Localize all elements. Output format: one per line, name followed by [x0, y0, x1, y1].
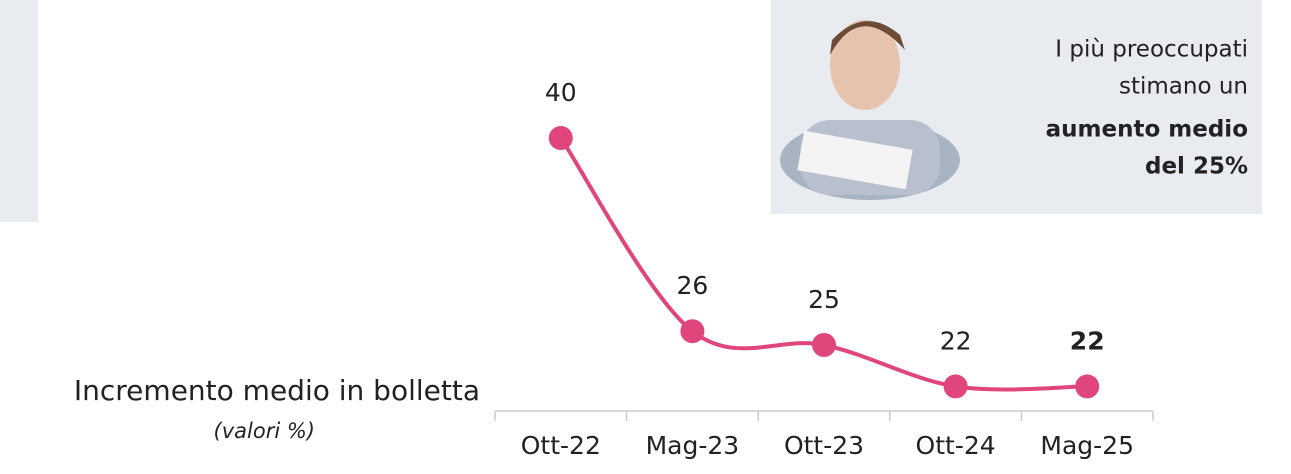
marker — [943, 374, 968, 399]
axis-sublabel: (valori %) — [214, 419, 315, 443]
marker — [812, 333, 836, 357]
x-tick-label: Ott-23 — [784, 431, 864, 460]
callout-text: aumento medio — [1046, 117, 1248, 143]
x-tick-label: Mag-25 — [1040, 431, 1134, 460]
x-tick-label: Ott-24 — [916, 431, 996, 460]
photo-placeholder — [780, 20, 960, 200]
data-label: 26 — [676, 271, 708, 300]
axis-label: Incremento medio in bolletta — [74, 374, 480, 407]
data-label: 25 — [808, 285, 840, 314]
data-label: 22 — [940, 326, 972, 355]
callout-text: del 25% — [1145, 154, 1248, 180]
side-panel — [0, 0, 38, 222]
line — [559, 136, 1088, 392]
callout-text: stimano un — [1119, 74, 1248, 100]
data-label: 40 — [545, 78, 577, 107]
marker — [548, 126, 573, 150]
data-label: 22 — [1070, 326, 1105, 355]
marker — [680, 319, 705, 344]
callout-text: I più preoccupati — [1055, 37, 1248, 63]
marker — [1075, 374, 1100, 399]
x-tick-label: Ott-22 — [521, 431, 601, 460]
x-tick-label: Mag-23 — [646, 431, 740, 460]
